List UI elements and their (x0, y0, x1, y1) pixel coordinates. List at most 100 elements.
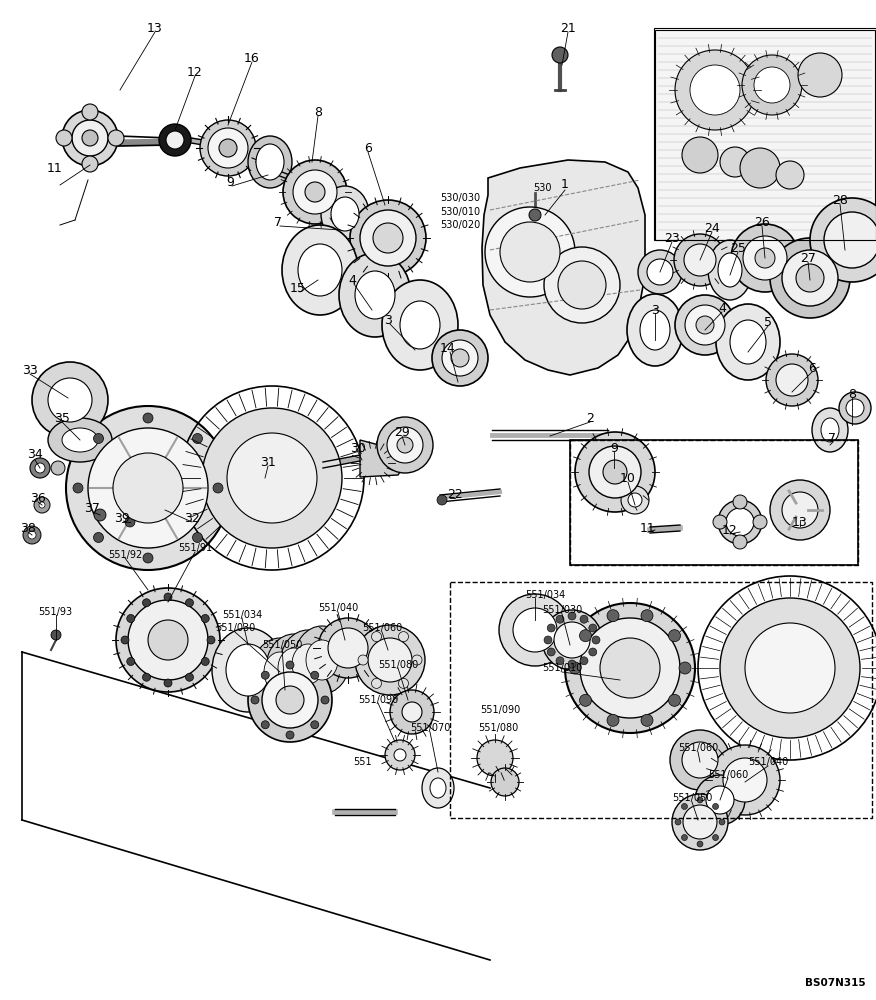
Polygon shape (482, 160, 645, 375)
Text: 551/034: 551/034 (525, 590, 565, 600)
Text: 22: 22 (447, 488, 463, 502)
Circle shape (94, 434, 103, 444)
Circle shape (148, 620, 188, 660)
Circle shape (544, 636, 552, 644)
Ellipse shape (821, 418, 839, 442)
Circle shape (607, 610, 619, 622)
Text: 33: 33 (22, 363, 38, 376)
Ellipse shape (256, 144, 284, 180)
Circle shape (753, 515, 767, 529)
Circle shape (621, 486, 649, 514)
Circle shape (164, 593, 172, 601)
Circle shape (358, 655, 368, 665)
Circle shape (770, 238, 850, 318)
Circle shape (39, 502, 45, 508)
Circle shape (437, 495, 447, 505)
Circle shape (394, 749, 406, 761)
Ellipse shape (640, 310, 670, 350)
Circle shape (782, 492, 818, 528)
Circle shape (733, 495, 747, 509)
Text: 7: 7 (274, 216, 282, 229)
Circle shape (682, 803, 688, 809)
Circle shape (568, 612, 576, 620)
Circle shape (432, 330, 488, 386)
Circle shape (682, 137, 718, 173)
Text: 8: 8 (314, 105, 322, 118)
Ellipse shape (339, 253, 411, 337)
Circle shape (782, 250, 838, 306)
Circle shape (143, 599, 151, 607)
Text: 551/040: 551/040 (748, 757, 788, 767)
Circle shape (589, 648, 597, 656)
Circle shape (328, 628, 368, 668)
Ellipse shape (294, 626, 350, 694)
Text: 551/92: 551/92 (108, 550, 142, 560)
Text: 530/020: 530/020 (440, 220, 480, 230)
Text: 551/91: 551/91 (178, 543, 212, 553)
Circle shape (412, 655, 422, 665)
Text: 4: 4 (348, 273, 356, 286)
Circle shape (200, 120, 256, 176)
Circle shape (219, 139, 237, 157)
Circle shape (94, 509, 106, 521)
Circle shape (592, 636, 600, 644)
Circle shape (127, 614, 135, 622)
Circle shape (121, 636, 129, 644)
Circle shape (713, 515, 727, 529)
Circle shape (159, 124, 191, 156)
Text: 8: 8 (848, 388, 856, 401)
Text: 551/080: 551/080 (478, 723, 518, 733)
Circle shape (88, 428, 208, 548)
Circle shape (679, 662, 691, 674)
Circle shape (82, 156, 98, 172)
Ellipse shape (292, 644, 324, 684)
Circle shape (186, 673, 194, 681)
Text: 34: 34 (27, 448, 43, 462)
Circle shape (108, 130, 124, 146)
Circle shape (580, 657, 588, 665)
Circle shape (675, 819, 681, 825)
Circle shape (82, 104, 98, 120)
Circle shape (670, 730, 730, 790)
Text: 14: 14 (440, 342, 456, 355)
Circle shape (207, 636, 215, 644)
Circle shape (23, 526, 41, 544)
Circle shape (607, 714, 619, 726)
Text: 551/060: 551/060 (362, 623, 402, 633)
Text: 29: 29 (394, 426, 410, 438)
Circle shape (770, 480, 830, 540)
Circle shape (589, 624, 597, 632)
Circle shape (696, 316, 714, 334)
Ellipse shape (278, 648, 310, 688)
Circle shape (552, 47, 568, 63)
Circle shape (143, 673, 151, 681)
Bar (570, 440, 858, 565)
Circle shape (740, 148, 780, 188)
Circle shape (202, 408, 342, 548)
Text: 6: 6 (364, 141, 372, 154)
Circle shape (213, 483, 223, 493)
Ellipse shape (430, 778, 446, 798)
Circle shape (755, 248, 775, 268)
Ellipse shape (718, 253, 742, 287)
Circle shape (548, 648, 555, 656)
Text: 530/010: 530/010 (440, 207, 480, 217)
Circle shape (360, 210, 416, 266)
Text: 7: 7 (828, 432, 836, 444)
Circle shape (350, 200, 426, 276)
Circle shape (227, 433, 317, 523)
Circle shape (839, 392, 871, 424)
Text: 23: 23 (664, 232, 680, 244)
Circle shape (127, 658, 135, 666)
Circle shape (186, 599, 194, 607)
Text: 551/040: 551/040 (318, 603, 358, 613)
Circle shape (371, 632, 382, 642)
Circle shape (477, 740, 513, 776)
Circle shape (73, 483, 83, 493)
Circle shape (641, 714, 653, 726)
Ellipse shape (248, 136, 292, 188)
Circle shape (697, 797, 703, 803)
Ellipse shape (716, 304, 780, 380)
Circle shape (580, 630, 591, 642)
Text: 11: 11 (47, 161, 63, 174)
